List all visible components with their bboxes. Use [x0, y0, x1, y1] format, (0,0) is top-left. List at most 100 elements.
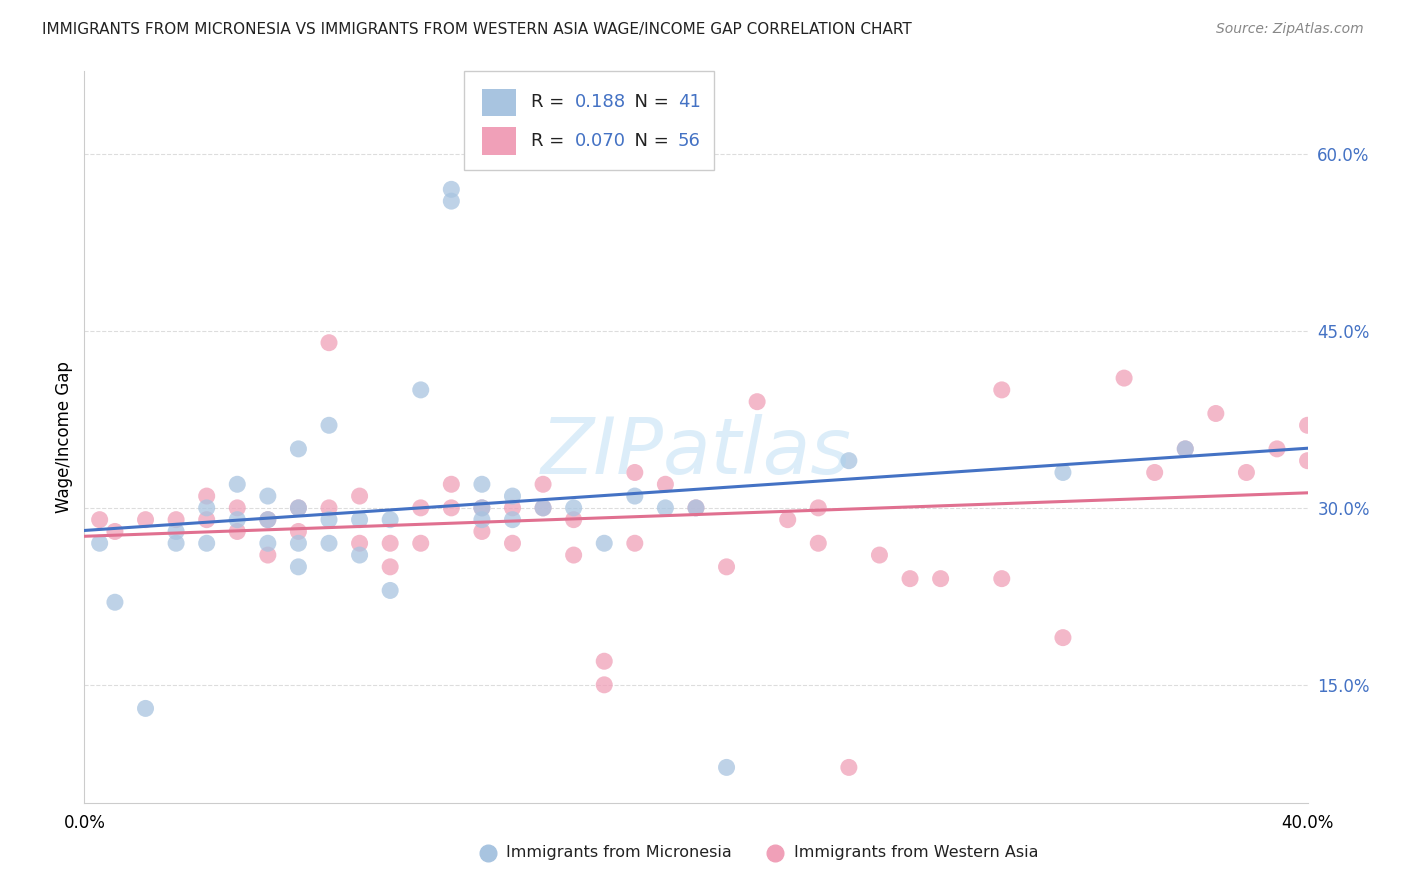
Point: [562, 500, 585, 515]
Text: 40.0%: 40.0%: [1281, 814, 1334, 832]
Point: [380, 536, 402, 550]
Point: [440, 182, 463, 196]
Point: [380, 559, 402, 574]
Point: [318, 335, 340, 350]
Text: ZIPatlas: ZIPatlas: [540, 414, 852, 490]
Point: [1143, 466, 1166, 480]
Point: [89, 513, 111, 527]
Text: 0.0%: 0.0%: [63, 814, 105, 832]
Point: [471, 500, 494, 515]
Point: [135, 701, 157, 715]
Point: [1265, 442, 1288, 456]
Point: [807, 536, 830, 550]
Point: [807, 500, 830, 515]
Point: [226, 524, 249, 539]
Point: [318, 513, 340, 527]
Point: [349, 513, 371, 527]
FancyBboxPatch shape: [464, 71, 714, 170]
Point: [104, 524, 127, 539]
Text: R =: R =: [531, 94, 569, 112]
Point: [1174, 442, 1197, 456]
FancyBboxPatch shape: [482, 127, 516, 154]
Point: [531, 500, 554, 515]
Point: [1052, 631, 1074, 645]
Point: [257, 513, 280, 527]
Text: 0.188: 0.188: [575, 94, 626, 112]
Point: [776, 513, 799, 527]
Point: [502, 489, 524, 503]
Point: [624, 489, 647, 503]
Point: [409, 383, 432, 397]
Point: [1205, 407, 1227, 421]
Point: [531, 500, 554, 515]
Point: [165, 536, 187, 550]
Point: [991, 572, 1014, 586]
Point: [502, 536, 524, 550]
Point: [104, 595, 127, 609]
Point: [318, 500, 340, 515]
Text: N =: N =: [623, 94, 673, 112]
Point: [593, 678, 616, 692]
Point: [349, 489, 371, 503]
Point: [1052, 466, 1074, 480]
Point: [471, 524, 494, 539]
Point: [257, 536, 280, 550]
Point: [1236, 466, 1258, 480]
Point: [471, 500, 494, 515]
Point: [349, 548, 371, 562]
Point: [226, 500, 249, 515]
Point: [869, 548, 891, 562]
Point: [380, 513, 402, 527]
Point: [471, 477, 494, 491]
Point: [440, 500, 463, 515]
Point: [287, 442, 309, 456]
Text: R =: R =: [531, 132, 569, 150]
Point: [440, 477, 463, 491]
Point: [165, 513, 187, 527]
Point: [929, 572, 952, 586]
Text: IMMIGRANTS FROM MICRONESIA VS IMMIGRANTS FROM WESTERN ASIA WAGE/INCOME GAP CORRE: IMMIGRANTS FROM MICRONESIA VS IMMIGRANTS…: [42, 22, 912, 37]
Point: [1174, 442, 1197, 456]
Point: [287, 559, 309, 574]
Point: [226, 477, 249, 491]
Point: [257, 548, 280, 562]
Point: [349, 536, 371, 550]
Point: [991, 383, 1014, 397]
Point: [716, 559, 738, 574]
Point: [716, 760, 738, 774]
Text: 56: 56: [678, 132, 700, 150]
Point: [1296, 418, 1319, 433]
Point: [624, 466, 647, 480]
Point: [654, 477, 676, 491]
Point: [89, 536, 111, 550]
Point: [135, 513, 157, 527]
Point: [747, 394, 769, 409]
Point: [502, 513, 524, 527]
FancyBboxPatch shape: [482, 88, 516, 116]
Point: [287, 500, 309, 515]
Point: [562, 548, 585, 562]
Point: [409, 500, 432, 515]
Text: N =: N =: [623, 132, 673, 150]
Point: [471, 513, 494, 527]
Text: 0.070: 0.070: [575, 132, 626, 150]
Point: [195, 489, 218, 503]
Point: [440, 194, 463, 208]
Point: [531, 477, 554, 491]
Point: [502, 500, 524, 515]
Point: [1296, 453, 1319, 467]
Point: [257, 513, 280, 527]
Text: Immigrants from Micronesia: Immigrants from Micronesia: [506, 845, 733, 860]
Point: [380, 583, 402, 598]
Point: [287, 536, 309, 550]
Text: 41: 41: [678, 94, 700, 112]
Point: [593, 536, 616, 550]
Point: [685, 500, 707, 515]
Point: [318, 418, 340, 433]
Text: Immigrants from Western Asia: Immigrants from Western Asia: [794, 845, 1038, 860]
Point: [1114, 371, 1136, 385]
Point: [287, 500, 309, 515]
Point: [685, 500, 707, 515]
Point: [898, 572, 921, 586]
Point: [226, 513, 249, 527]
